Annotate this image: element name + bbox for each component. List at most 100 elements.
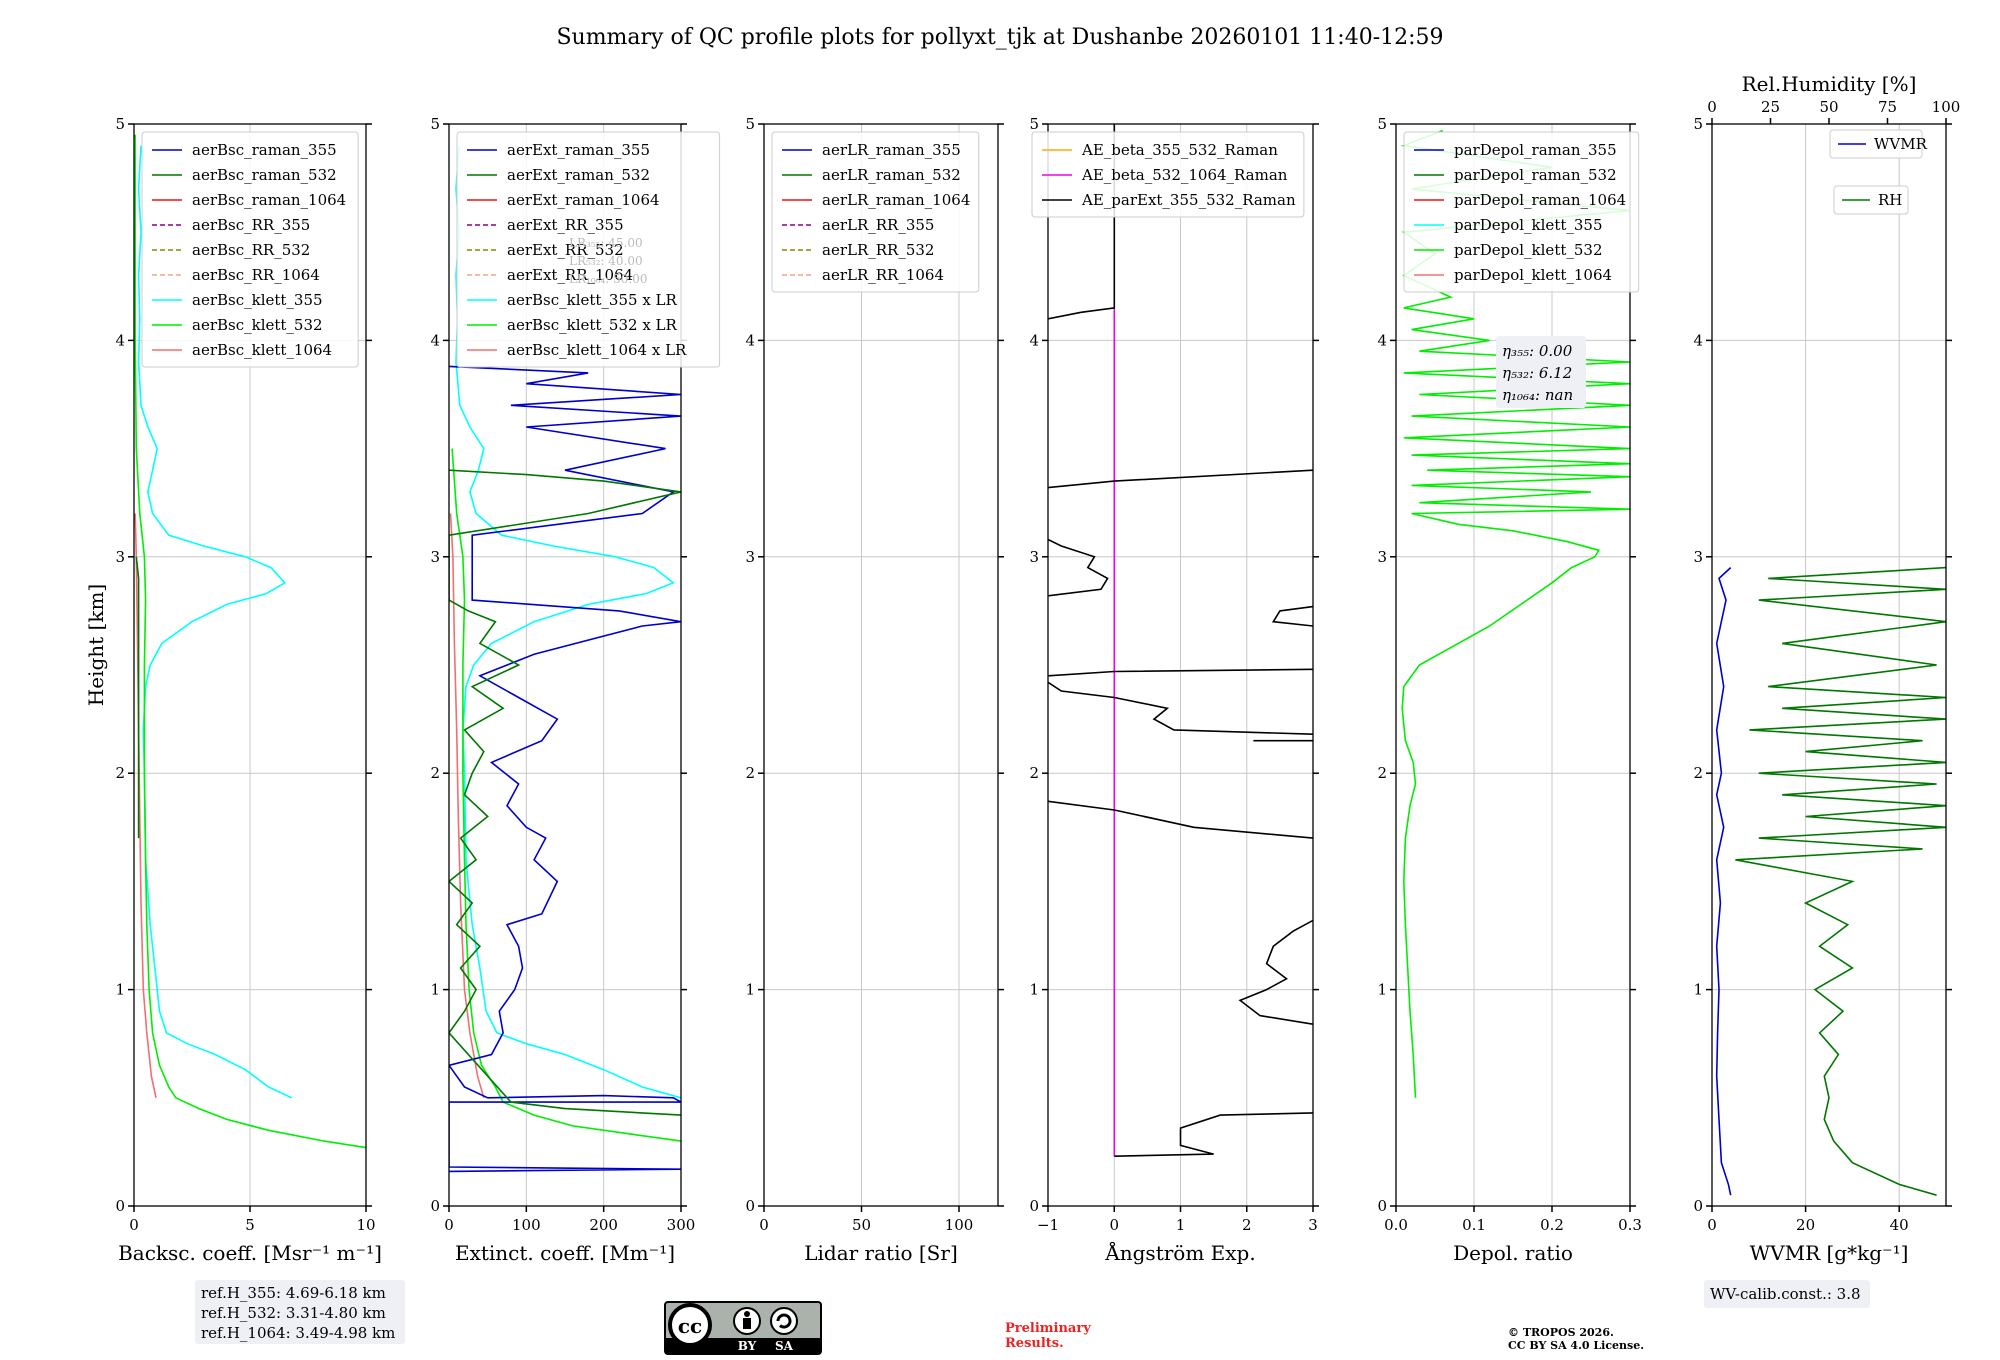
series-line-ae-parext-355-532-raman bbox=[1048, 538, 1109, 597]
y-tick-label: 4 bbox=[1029, 331, 1039, 349]
legend-label: aerExt_RR_532 bbox=[507, 241, 624, 259]
legend-label: WVMR bbox=[1874, 135, 1928, 153]
y-tick-label: 0 bbox=[1377, 1197, 1387, 1215]
legend-label: aerBsc_klett_1064 bbox=[192, 341, 332, 359]
legend-label: parDepol_raman_1064 bbox=[1454, 191, 1626, 209]
top-x-tick-label: 0 bbox=[1707, 98, 1717, 116]
legend-label: aerBsc_klett_355 bbox=[192, 291, 323, 309]
legend-label: aerBsc_RR_532 bbox=[192, 241, 310, 259]
x-tick-label: 0 bbox=[1707, 1216, 1717, 1234]
legend-label: parDepol_raman_532 bbox=[1454, 166, 1617, 184]
x-tick-label: 5 bbox=[245, 1216, 255, 1234]
legend-label: aerLR_RR_355 bbox=[822, 216, 934, 234]
figure-title: Summary of QC profile plots for pollyxt_… bbox=[556, 25, 1443, 50]
preliminary-text-1: Preliminary bbox=[1005, 1321, 1091, 1336]
eta-label: η₅₃₂: 6.12 bbox=[1502, 364, 1572, 382]
top-x-tick-label: 50 bbox=[1819, 98, 1838, 116]
series-group bbox=[1715, 566, 1946, 1196]
series-line-ae-parext-355-532-raman bbox=[1114, 1112, 1313, 1157]
series-line-aerbsc-klett-532-x-lr bbox=[451, 448, 681, 1142]
x-tick-label: 0 bbox=[129, 1216, 139, 1234]
cc-by-label: BY bbox=[738, 1339, 757, 1353]
y-tick-label: 1 bbox=[1693, 981, 1703, 999]
x-tick-label: 0.1 bbox=[1462, 1216, 1486, 1234]
y-tick-label: 4 bbox=[430, 331, 440, 349]
y-tick-label: 4 bbox=[115, 331, 125, 349]
top-x-tick-label: 75 bbox=[1878, 98, 1897, 116]
legend-box bbox=[1031, 131, 1305, 218]
eta-box bbox=[1496, 336, 1586, 408]
y-tick-label: 1 bbox=[1377, 981, 1387, 999]
lr-label: LR₃₅₅: 45.00 bbox=[569, 236, 643, 250]
x-axis-label: Lidar ratio [Sr] bbox=[804, 1241, 958, 1265]
y-tick-label: 4 bbox=[745, 331, 755, 349]
legend-wvmr: WVMR bbox=[1829, 129, 1928, 159]
x-tick-label: 0.3 bbox=[1618, 1216, 1642, 1234]
series-line-ae-parext-355-532-raman bbox=[1048, 668, 1313, 677]
y-tick-label: 5 bbox=[115, 115, 125, 133]
panel-bsc: 0 1 2 3 4 5 0 5 10 Backsc. coeff. [Msr⁻¹ m⁻¹] aerB… bbox=[115, 115, 381, 1265]
y-tick-label: 0 bbox=[1029, 1197, 1039, 1215]
y-tick-label: 5 bbox=[1377, 115, 1387, 133]
legend-label: aerBsc_klett_1064 x LR bbox=[507, 341, 687, 359]
legend-label: aerLR_RR_532 bbox=[822, 241, 934, 259]
legend-label: aerBsc_RR_1064 bbox=[192, 266, 320, 284]
y-tick-label: 4 bbox=[1693, 331, 1703, 349]
cc-sa-label: SA bbox=[775, 1339, 794, 1353]
y-tick-label: 0 bbox=[1693, 1197, 1703, 1215]
x-axis-label: WVMR [g*kg⁻¹] bbox=[1750, 1241, 1909, 1265]
cc-mark: cc bbox=[678, 1314, 702, 1338]
legend-box bbox=[456, 131, 721, 368]
x-tick-label: −1 bbox=[1037, 1216, 1059, 1234]
y-tick-label: 3 bbox=[1377, 548, 1387, 566]
x-tick-label: 3 bbox=[1308, 1216, 1318, 1234]
y-tick-label: 2 bbox=[1029, 764, 1039, 782]
legend-label: parDepol_klett_1064 bbox=[1454, 266, 1612, 284]
legend-label: AE_parExt_355_532_Raman bbox=[1081, 191, 1296, 209]
ref-height-532: ref.H_532: 3.31-4.80 km bbox=[201, 1304, 386, 1322]
ref-height-1064: ref.H_1064: 3.49-4.98 km bbox=[201, 1324, 395, 1342]
lr-label: LR₁₀₆₄: 50.00 bbox=[569, 272, 647, 286]
legend-box bbox=[1403, 131, 1640, 293]
legend-label: parDepol_klett_355 bbox=[1454, 216, 1603, 234]
axes-frame bbox=[763, 123, 999, 1207]
series-line-aerbsc-klett-532 bbox=[134, 134, 366, 1149]
legend-label: aerExt_RR_1064 bbox=[507, 266, 633, 284]
preliminary-text-2: Results. bbox=[1005, 1336, 1064, 1351]
legend-label: aerLR_raman_532 bbox=[822, 166, 961, 184]
y-tick-label: 5 bbox=[1693, 115, 1703, 133]
y-tick-label: 5 bbox=[745, 115, 755, 133]
copyright-text-2: CC BY SA 4.0 License. bbox=[1508, 1339, 1644, 1352]
x-tick-label: 20 bbox=[1796, 1216, 1815, 1234]
legend-label: parDepol_raman_355 bbox=[1454, 141, 1617, 159]
series-line-aerext-raman-355 bbox=[449, 365, 681, 1173]
wv-calib-box bbox=[1704, 1280, 1870, 1308]
series-line-ae-parext-355-532-raman bbox=[1271, 605, 1313, 627]
series-group bbox=[134, 134, 366, 1149]
x-tick-label: 1 bbox=[1176, 1216, 1186, 1234]
y-tick-label: 5 bbox=[1029, 115, 1039, 133]
legend-label: aerBsc_klett_532 x LR bbox=[507, 316, 678, 334]
x-tick-label: 10 bbox=[356, 1216, 375, 1234]
legend-rh: RH bbox=[1833, 185, 1909, 215]
panel-ext: 0 1 2 3 4 5 0 100 200 300 Extinct. coeff. [Mm⁻¹] ae… bbox=[430, 115, 721, 1265]
series-group bbox=[449, 145, 681, 1173]
series-line-ae-parext-355-532-raman bbox=[1048, 469, 1313, 489]
series-group bbox=[1400, 129, 1630, 1098]
series-line-pardepol-klett-532 bbox=[1400, 129, 1630, 1098]
legend: AE_beta_355_532_Raman AE_beta_532_1064_Ra… bbox=[1031, 131, 1305, 218]
legend: parDepol_raman_355 parDepol_raman_532 parD… bbox=[1403, 131, 1640, 293]
x-tick-label: 100 bbox=[945, 1216, 974, 1234]
x-tick-label: 200 bbox=[589, 1216, 618, 1234]
y-tick-label: 0 bbox=[430, 1197, 440, 1215]
x-tick-label: 0 bbox=[444, 1216, 454, 1234]
x-tick-label: 100 bbox=[512, 1216, 541, 1234]
y-tick-label: 3 bbox=[430, 548, 440, 566]
y-tick-label: 4 bbox=[1377, 331, 1387, 349]
series-line-aerbsc-klett-1064 bbox=[134, 513, 157, 1098]
y-tick-label: 2 bbox=[745, 764, 755, 782]
legend-label: aerLR_raman_1064 bbox=[822, 191, 970, 209]
x-tick-label: 0 bbox=[759, 1216, 769, 1234]
y-axis-label: Height [km] bbox=[84, 584, 108, 706]
y-tick-label: 3 bbox=[1029, 548, 1039, 566]
